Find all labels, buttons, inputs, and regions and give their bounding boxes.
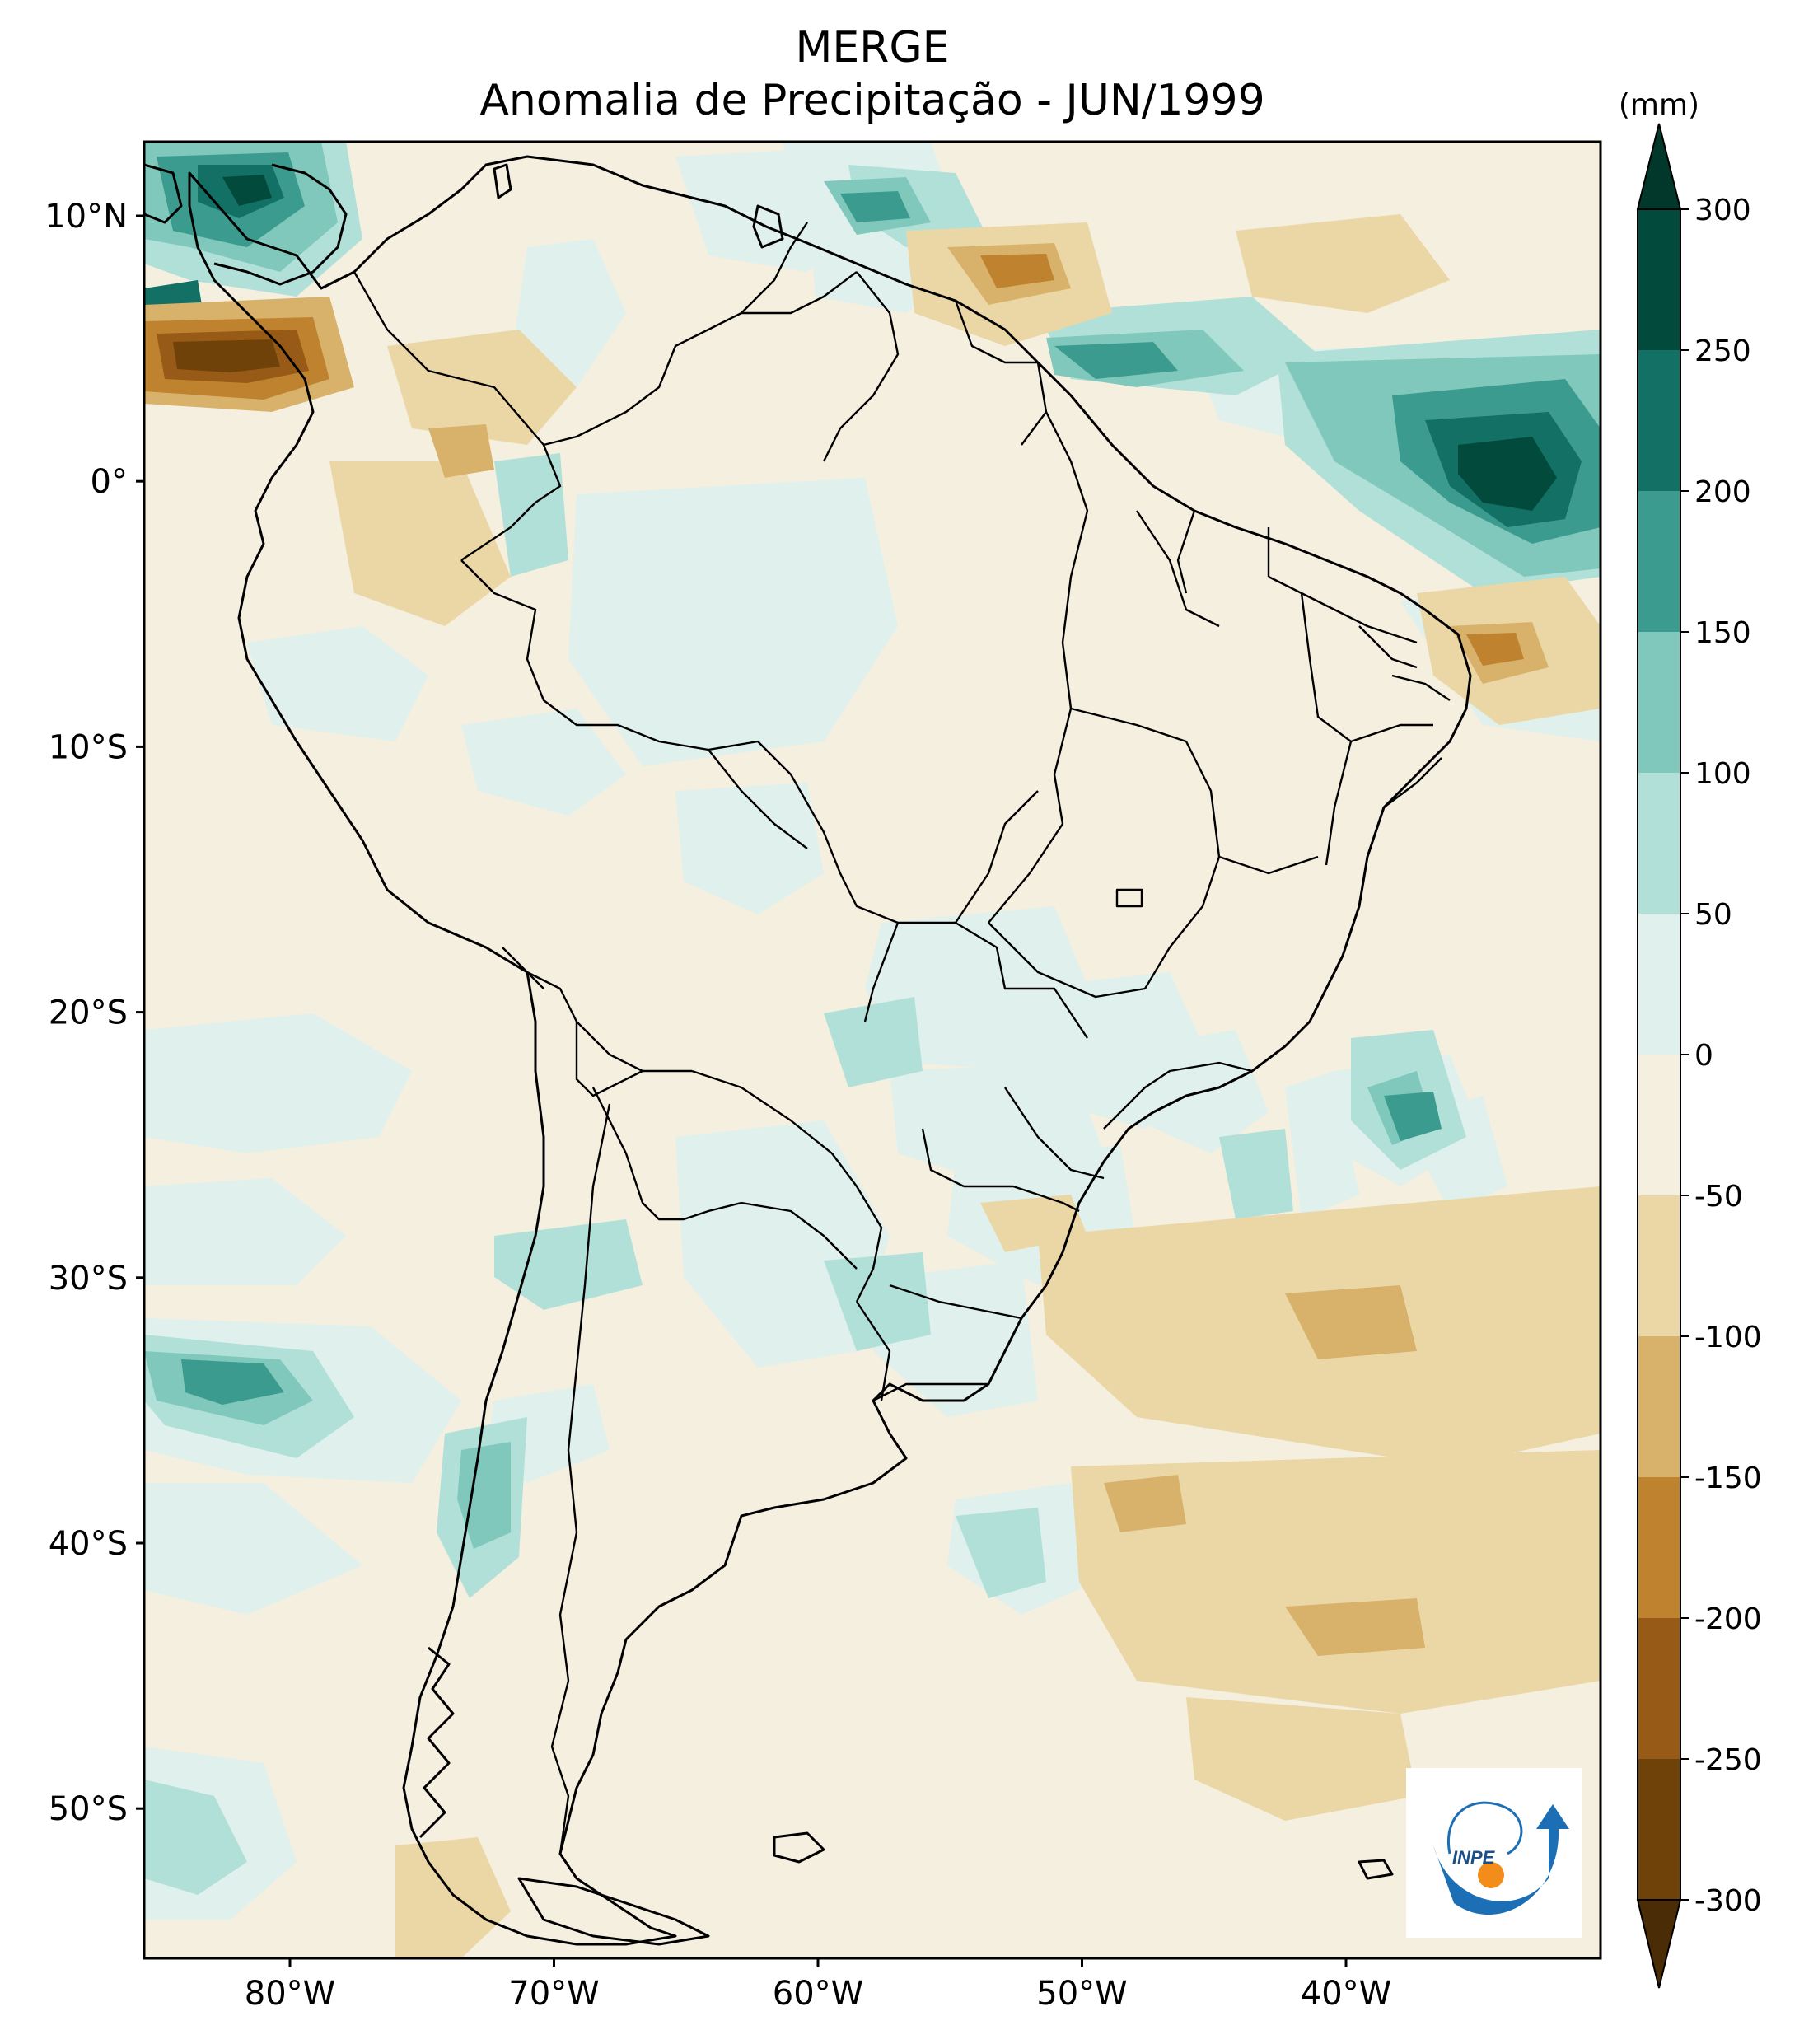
colorbar-bin	[1638, 914, 1680, 1055]
map-title: MERGE	[795, 23, 950, 72]
logo-text: INPE	[1452, 1847, 1496, 1868]
map-frame	[143, 140, 1602, 1960]
colorbar-label: 150	[1694, 616, 1751, 650]
colorbar-min-extension	[1636, 1899, 1682, 1989]
map-subtitle: Anomalia de Precipitação - JUN/1999	[479, 76, 1265, 125]
colorbar-bin	[1638, 491, 1680, 633]
colorbar-label: 100	[1694, 757, 1751, 791]
colorbar-label: 200	[1694, 475, 1751, 509]
colorbar-label: 250	[1694, 334, 1751, 368]
colorbar-label: 300	[1694, 194, 1751, 227]
longitude-axis: 80°W 70°W 60°W 50°W 40°W	[245, 1958, 1391, 2013]
colorbar-label: -50	[1694, 1180, 1743, 1214]
lat-label: 50°S	[49, 1790, 128, 1828]
lon-label: 50°W	[1036, 1975, 1127, 2013]
latitude-axis: 10°N 0° 10°S 20°S 30°S 40°S 50°S	[44, 198, 144, 1828]
lon-label: 80°W	[245, 1975, 335, 2013]
colorbar: 300 250 200 150 100 50 0 -50 -100 -150 -200 -250 -30…	[1636, 123, 1762, 1989]
colorbar-max-extension	[1636, 123, 1682, 210]
colorbar-bin	[1638, 632, 1680, 774]
coastlines	[144, 155, 1472, 1946]
lat-label: 40°S	[49, 1525, 128, 1563]
colorbar-bin	[1638, 1336, 1680, 1478]
colorbar-label: -300	[1694, 1884, 1762, 1918]
colorbar-bin	[1638, 1618, 1680, 1760]
colorbar-bin	[1638, 350, 1680, 492]
colorbar-bin	[1638, 209, 1680, 351]
colorbar-label: -150	[1694, 1462, 1762, 1495]
lat-label: 10°S	[49, 728, 128, 766]
colorbar-unit: (mm)	[1619, 88, 1699, 122]
orbit-icon	[1447, 1801, 1523, 1855]
colorbar-bin	[1638, 1055, 1680, 1196]
colorbar-label: -100	[1694, 1321, 1762, 1354]
colorbar-bin	[1638, 1759, 1680, 1901]
arrow-icon	[1433, 1804, 1569, 1915]
lat-label: 20°S	[49, 994, 128, 1032]
lon-label: 60°W	[773, 1975, 863, 2013]
anomaly-field	[144, 142, 1601, 1958]
lat-label: 0°	[91, 463, 128, 501]
colorbar-label: -200	[1694, 1602, 1762, 1636]
colorbar-bin	[1638, 1477, 1680, 1619]
lon-label: 70°W	[508, 1975, 599, 2013]
colorbar-label: 0	[1694, 1039, 1713, 1073]
lat-label: 10°N	[44, 198, 128, 236]
colorbar-label: -250	[1694, 1743, 1762, 1777]
colorbar-bin	[1638, 773, 1680, 914]
lat-label: 30°S	[49, 1260, 128, 1298]
political-borders	[353, 222, 1451, 1855]
lon-label: 40°W	[1301, 1975, 1391, 2013]
sun-icon	[1478, 1862, 1504, 1888]
colorbar-bin	[1638, 1195, 1680, 1337]
colorbar-label: 50	[1694, 898, 1732, 932]
inpe-logo: INPE	[1406, 1768, 1582, 1938]
